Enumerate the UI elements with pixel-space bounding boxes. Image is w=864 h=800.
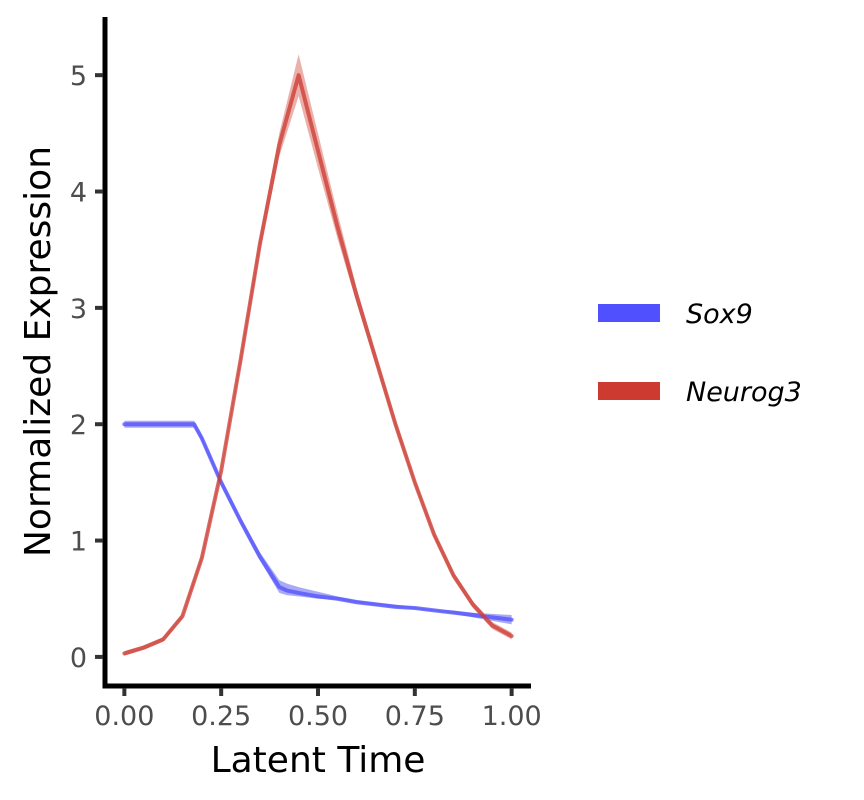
x-axis-title: Latent Time (211, 740, 426, 781)
axes (102, 17, 531, 689)
y-tick-label: 1 (70, 527, 87, 558)
sox9-line (122, 422, 514, 622)
legend-key-neurog3 (598, 382, 660, 400)
x-tick-label: 0.75 (385, 701, 445, 732)
y-tick-label: 5 (70, 61, 87, 92)
x-tick-label: 0.25 (191, 701, 251, 732)
sox9-band (124, 420, 512, 625)
y-tick-label: 4 (70, 178, 87, 209)
y-tick-label: 0 (70, 643, 87, 674)
legend-label-sox9: Sox9 (686, 299, 753, 330)
legend-key-sox9 (598, 304, 660, 322)
y-tick-label: 2 (70, 410, 87, 441)
series-lines (122, 73, 514, 656)
y-ticks: 0 1 2 3 4 5 (70, 61, 103, 674)
y-axis-title: Normalized Expression (18, 146, 59, 557)
y-tick-label: 3 (70, 294, 87, 325)
x-ticks: 0.00 0.25 0.50 0.75 1.00 (94, 688, 542, 732)
x-tick-label: 0.50 (288, 701, 348, 732)
legend: Sox9 Neurog3 (598, 299, 802, 408)
x-tick-label: 1.00 (482, 701, 542, 732)
legend-label-neurog3: Neurog3 (686, 377, 802, 408)
x-tick-label: 0.00 (94, 701, 154, 732)
neurog3-line (122, 73, 514, 656)
